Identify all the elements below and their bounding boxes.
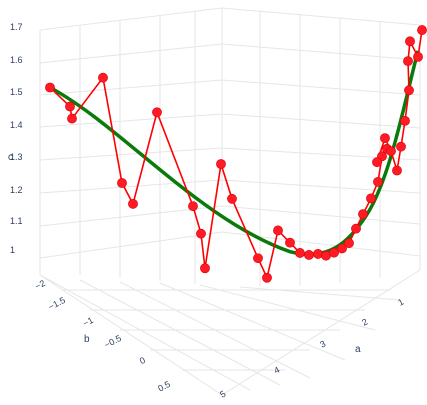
c-tick-label: 1.6 <box>10 55 23 65</box>
data-point[interactable] <box>344 238 354 249</box>
data-point[interactable] <box>117 178 127 188</box>
c-tick-label: 1.2 <box>10 185 23 195</box>
b-tick-label: −1.5 <box>47 295 67 312</box>
c-tick-label: 1.1 <box>10 216 23 226</box>
data-point[interactable] <box>366 193 376 204</box>
c-tick-label: 1.4 <box>10 120 23 130</box>
a-tick-label: 2 <box>360 317 369 328</box>
data-point[interactable] <box>380 133 390 144</box>
data-point[interactable] <box>400 116 410 126</box>
data-point[interactable] <box>152 107 162 118</box>
b-tick-label: −1 <box>81 315 95 329</box>
data-point[interactable] <box>396 141 406 152</box>
data-point[interactable] <box>392 165 402 176</box>
c-tick-label: 1.5 <box>10 87 23 97</box>
a-tick-label: 4 <box>272 365 281 376</box>
a-axis-title: a <box>355 344 361 355</box>
data-point[interactable] <box>65 101 75 112</box>
data-point[interactable] <box>372 157 382 168</box>
data-point[interactable] <box>403 56 413 67</box>
data-point[interactable] <box>373 176 383 187</box>
c-axis-ticks: 1 1.1 1.2 1.3 1.4 1.5 1.6 1.7 <box>10 22 23 255</box>
data-point[interactable] <box>45 82 55 93</box>
data-series-line <box>49 29 423 281</box>
data-point[interactable] <box>313 249 323 259</box>
data-point[interactable] <box>386 146 396 157</box>
b-tick-label: 0 <box>138 355 147 366</box>
a-tick-label: 1 <box>396 297 405 308</box>
data-point[interactable] <box>295 248 305 258</box>
c-tick-label: 1.7 <box>10 22 23 32</box>
data-point[interactable] <box>404 85 414 96</box>
floor-grid <box>39 269 421 396</box>
data-point[interactable] <box>98 72 108 83</box>
data-point[interactable] <box>273 225 283 236</box>
c-tick-label: 1 <box>10 245 15 255</box>
data-point[interactable] <box>285 237 295 248</box>
data-point[interactable] <box>329 247 339 258</box>
data-point[interactable] <box>200 263 210 274</box>
data-point[interactable] <box>405 36 415 47</box>
data-point[interactable] <box>304 250 314 260</box>
data-point[interactable] <box>253 253 263 264</box>
a-tick-label: 3 <box>318 339 327 350</box>
data-point[interactable] <box>262 272 272 283</box>
plot-area <box>45 25 427 283</box>
data-point[interactable] <box>417 25 427 35</box>
data-point[interactable] <box>188 201 198 211</box>
a-axis-ticks: 1 2 3 4 5 <box>218 297 405 400</box>
data-point[interactable] <box>413 51 423 62</box>
a-tick-label: 5 <box>218 389 227 400</box>
data-point[interactable] <box>196 228 206 239</box>
b-tick-label: −0.5 <box>103 333 123 350</box>
b-tick-label: 0.5 <box>156 379 172 394</box>
back-wall-grid <box>39 7 421 286</box>
b-axis-title: b <box>84 334 90 345</box>
data-point[interactable] <box>358 209 368 220</box>
c-tick-label: 1.3 <box>10 152 23 162</box>
b-tick-label: −2 <box>33 278 47 292</box>
data-point[interactable] <box>128 198 138 209</box>
c-axis-title: c <box>8 152 13 163</box>
chart-gridlines <box>39 7 421 396</box>
data-point[interactable] <box>351 223 361 234</box>
data-point[interactable] <box>67 113 77 124</box>
data-point[interactable] <box>227 193 237 204</box>
data-point[interactable] <box>337 243 347 254</box>
data-point[interactable] <box>216 159 226 169</box>
